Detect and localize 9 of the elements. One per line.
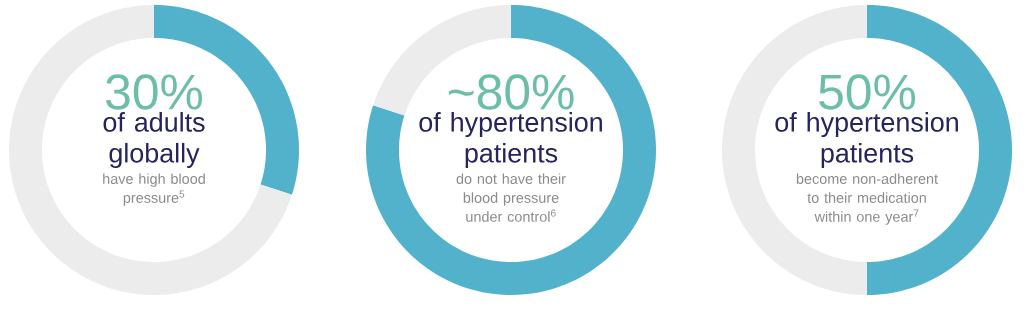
text: become non-adherent to their medication within one year$^{7}$ (796, 173, 938, 225)
text: of adults globally (103, 112, 205, 168)
text: 30% (106, 74, 203, 110)
text: have high blood pressure$^{5}$ (103, 173, 205, 206)
text: of hypertension patients (775, 112, 958, 168)
text: ~80% (448, 74, 574, 110)
text: of hypertension patients (419, 112, 602, 168)
text: 50% (819, 74, 916, 110)
text: do not have their blood pressure under control$^{6}$ (456, 173, 566, 222)
